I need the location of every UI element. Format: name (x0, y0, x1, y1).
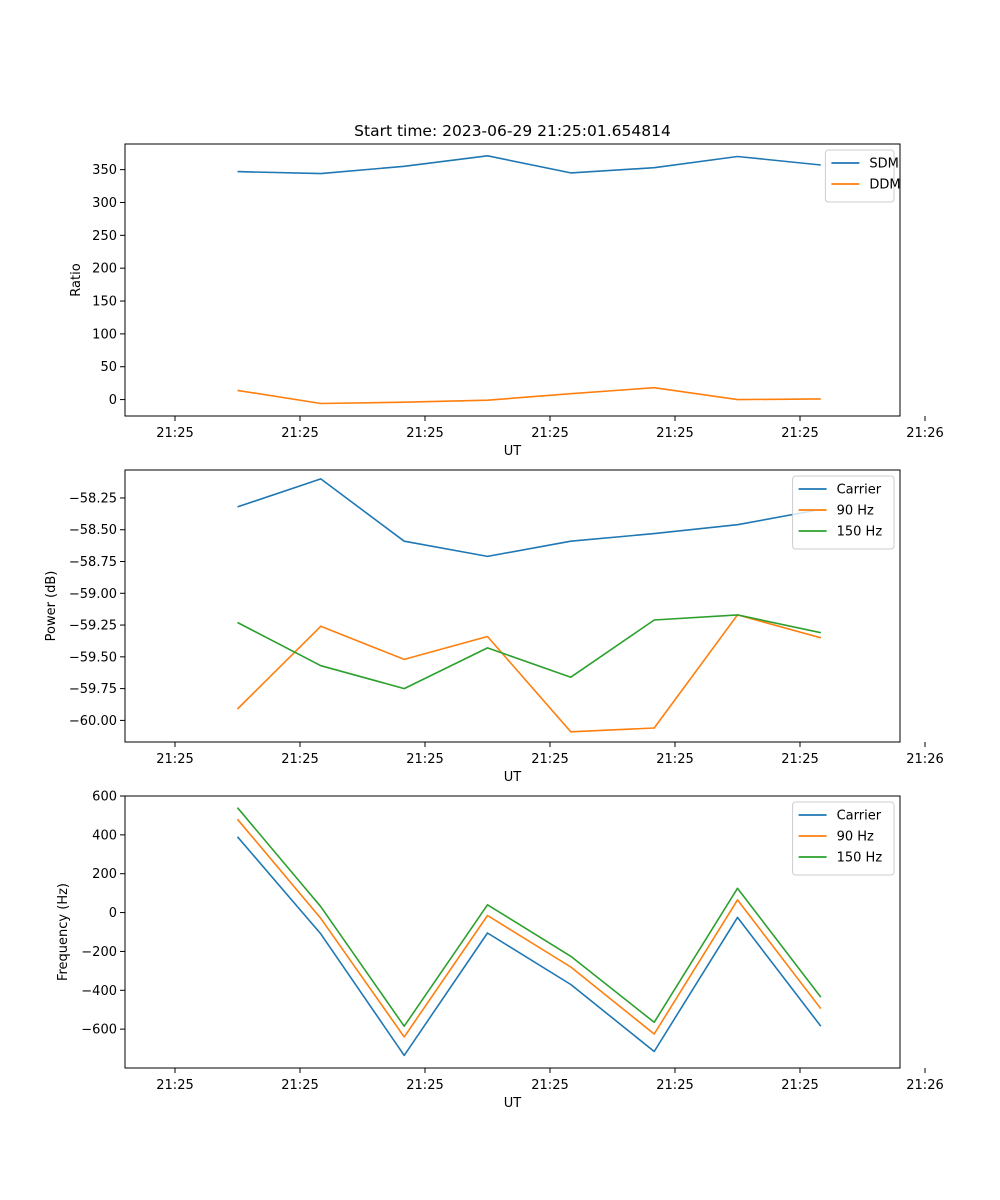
series-line-90-hz (236, 818, 822, 1038)
y-tick-label: −400 (81, 984, 117, 999)
y-tick-label: −59.75 (69, 682, 117, 697)
legend-label-90-hz: 90 Hz (837, 504, 874, 519)
x-tick-label: 21:25 (281, 752, 318, 767)
y-tick-label: 150 (92, 295, 117, 310)
y-tick-label: 250 (92, 229, 117, 244)
axes-frame (124, 469, 901, 743)
y-tick-label: 200 (92, 867, 117, 882)
y-tick-label: 100 (92, 327, 117, 342)
x-tick-label: 21:25 (406, 426, 443, 441)
x-tick-label: 21:25 (156, 426, 193, 441)
x-tick-label: 21:25 (406, 752, 443, 767)
legend-label-ddm: DDM (869, 178, 900, 193)
x-tick-label: 21:26 (906, 1078, 943, 1093)
x-tick-label: 21:25 (281, 1078, 318, 1093)
y-tick-label: −59.25 (69, 619, 117, 634)
x-tick-label: 21:25 (156, 752, 193, 767)
legend: Carrier 90 Hz 150 Hz (792, 801, 895, 876)
y-tick-label: −58.75 (69, 555, 117, 570)
y-tick-label: 300 (92, 196, 117, 211)
legend-label-sdm: SDM (869, 157, 898, 172)
y-axis-label: Ratio (69, 263, 84, 296)
x-tick-label: 21:25 (281, 426, 318, 441)
y-axis-label: Frequency (Hz) (56, 883, 71, 981)
series-line-carrier (236, 836, 822, 1057)
y-tick-label: 0 (109, 906, 117, 921)
x-axis-label: UT (504, 444, 522, 459)
y-tick-label: 200 (92, 262, 117, 277)
chart-panel-3: 21:25 21:25 21:25 21:25 21:25 21:25 21:26 −600 −… (56, 790, 944, 1112)
x-tick-label: 21:26 (906, 426, 943, 441)
x-tick-label: 21:25 (656, 426, 693, 441)
legend: Carrier 90 Hz 150 Hz (792, 475, 895, 550)
chart-panel-1: 21:25 21:25 21:25 21:25 21:25 21:25 21:26 0 50 10… (69, 122, 944, 459)
y-tick-label: −200 (81, 945, 117, 960)
y-tick-label: 600 (92, 790, 117, 805)
y-tick-label: −600 (81, 1023, 117, 1038)
y-tick-label: −58.50 (69, 523, 117, 538)
x-tick-label: 21:25 (406, 1078, 443, 1093)
series-line-150-hz (237, 614, 821, 690)
y-tick-label: −59.00 (69, 587, 117, 602)
x-tick-label: 21:25 (656, 1078, 693, 1093)
x-tick-label: 21:25 (156, 1078, 193, 1093)
y-tick-label: 400 (92, 828, 117, 843)
x-tick-label: 21:25 (531, 426, 568, 441)
axes-frame (124, 795, 901, 1069)
x-tick-label: 21:25 (531, 1078, 568, 1093)
y-axis-label: Power (dB) (44, 571, 59, 642)
series-line-90-hz (236, 614, 822, 733)
x-tick-label: 21:25 (781, 1078, 818, 1093)
series-line-sdm (237, 155, 821, 175)
y-tick-label: −60.00 (69, 714, 117, 729)
legend-label-90-hz: 90 Hz (837, 830, 874, 845)
y-tick-label: 50 (100, 360, 117, 375)
x-tick-label: 21:25 (781, 752, 818, 767)
y-tick-label: −59.50 (69, 650, 117, 665)
y-tick-label: 0 (109, 393, 117, 408)
series-line-ddm (237, 386, 821, 405)
series-lines (236, 478, 822, 733)
legend-label-150-hz: 150 Hz (837, 851, 883, 866)
y-tick-label: 350 (92, 163, 117, 178)
series-line-carrier (237, 478, 821, 558)
x-tick-label: 21:25 (656, 752, 693, 767)
x-axis-label: UT (504, 1096, 522, 1111)
legend-label-carrier: Carrier (837, 483, 882, 498)
x-tick-label: 21:25 (781, 426, 818, 441)
chart-title: Start time: 2023-06-29 21:25:01.654814 (354, 122, 671, 140)
x-tick-label: 21:25 (531, 752, 568, 767)
legend: SDM DDM (824, 149, 901, 203)
series-lines (236, 807, 822, 1057)
legend-label-carrier: Carrier (837, 809, 882, 824)
x-tick-label: 21:26 (906, 752, 943, 767)
legend-label-150-hz: 150 Hz (837, 525, 883, 540)
x-axis-label: UT (504, 770, 522, 785)
y-tick-label: −58.25 (69, 491, 117, 506)
axes-frame (124, 143, 901, 417)
series-line-150-hz (236, 807, 822, 1027)
chart-panel-2: 21:25 21:25 21:25 21:25 21:25 21:25 21:26 −60.0… (44, 469, 944, 785)
series-lines (237, 155, 821, 405)
